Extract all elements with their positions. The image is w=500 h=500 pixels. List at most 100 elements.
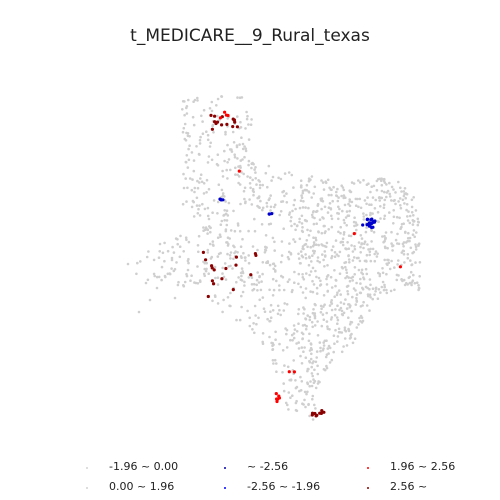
map-point: [302, 350, 305, 354]
map-point: [285, 201, 289, 204]
map-point: [325, 283, 329, 286]
map-point: [206, 161, 210, 164]
map-point: [172, 269, 176, 273]
map-point: [292, 238, 295, 241]
map-point: [234, 173, 237, 176]
map-point: [282, 309, 286, 312]
map-point: [311, 279, 314, 283]
map-point: [372, 230, 376, 234]
map-point: [406, 253, 410, 256]
map-point: [237, 169, 241, 173]
map-point: [192, 159, 196, 162]
map-point: [289, 219, 293, 223]
map-point: [300, 194, 303, 197]
map-point: [299, 354, 302, 358]
map-point: [193, 98, 197, 102]
map-point: [367, 248, 370, 251]
map-point: [306, 390, 309, 394]
map-point: [202, 182, 206, 185]
map-point: [310, 352, 313, 356]
map-point: [353, 266, 357, 269]
map-point: [307, 190, 311, 193]
map-point: [392, 188, 395, 191]
map-point: [235, 318, 238, 322]
map-point: [359, 206, 363, 210]
map-point: [190, 188, 194, 192]
map-point: [337, 217, 340, 221]
map-point: [193, 190, 196, 194]
map-point: [327, 228, 331, 231]
map-point: [335, 316, 339, 319]
map-point: [216, 153, 220, 156]
map-point: [199, 177, 202, 180]
map-point: [301, 276, 305, 279]
map-point: [322, 258, 325, 262]
map-point: [307, 177, 311, 180]
map-point: [211, 124, 214, 128]
map-point: [220, 277, 224, 281]
map-point: [263, 310, 267, 314]
map-point: [393, 266, 396, 269]
map-point: [301, 230, 305, 234]
map-point: [271, 344, 274, 348]
map-point: [411, 251, 414, 255]
map-point: [216, 255, 220, 258]
map-point: [230, 150, 234, 153]
map-point: [200, 180, 204, 184]
map-point: [152, 258, 156, 262]
map-point: [271, 359, 275, 362]
map-point: [293, 198, 297, 202]
map-point: [200, 114, 203, 118]
map-point: [334, 284, 337, 288]
map-point: [390, 199, 393, 202]
map-point: [399, 227, 402, 230]
map-point: [242, 172, 245, 176]
map-point: [135, 272, 138, 276]
map-point: [316, 334, 320, 337]
map-point: [392, 199, 396, 203]
map-point: [362, 218, 366, 221]
map-point: [394, 202, 397, 206]
map-point: [351, 341, 355, 345]
map-point: [308, 273, 311, 277]
map-point: [390, 259, 393, 263]
map-point: [304, 253, 307, 256]
map-point: [196, 244, 200, 247]
map-point: [290, 216, 293, 219]
map-point: [206, 206, 210, 210]
map-point: [294, 401, 298, 405]
map-point: [395, 278, 399, 282]
map-point: [249, 186, 252, 190]
map-point: [236, 173, 239, 177]
map-point: [353, 247, 357, 251]
map-point: [297, 257, 301, 260]
map-point: [347, 316, 350, 320]
map-point: [339, 225, 343, 229]
map-point: [385, 262, 389, 266]
map-point: [330, 217, 334, 221]
map-point: [284, 327, 287, 330]
map-point: [261, 206, 265, 210]
map-point: [176, 238, 179, 241]
map-point: [157, 275, 161, 279]
significant-points-layer: [201, 110, 402, 418]
map-point: [318, 260, 322, 264]
map-point: [383, 245, 387, 249]
map-point: [292, 203, 296, 207]
map-point: [340, 309, 344, 313]
map-point: [353, 216, 356, 219]
map-point: [212, 131, 215, 134]
map-point: [316, 256, 320, 259]
map-point: [380, 285, 384, 289]
map-point: [380, 183, 384, 187]
map-point: [306, 314, 310, 317]
map-point: [304, 256, 308, 260]
map-point: [255, 283, 258, 287]
map-point: [299, 179, 303, 182]
map-point: [311, 244, 315, 248]
map-point: [311, 374, 315, 378]
map-point: [286, 255, 290, 259]
map-point: [297, 252, 300, 256]
map-point: [304, 317, 308, 321]
map-point: [266, 317, 269, 321]
